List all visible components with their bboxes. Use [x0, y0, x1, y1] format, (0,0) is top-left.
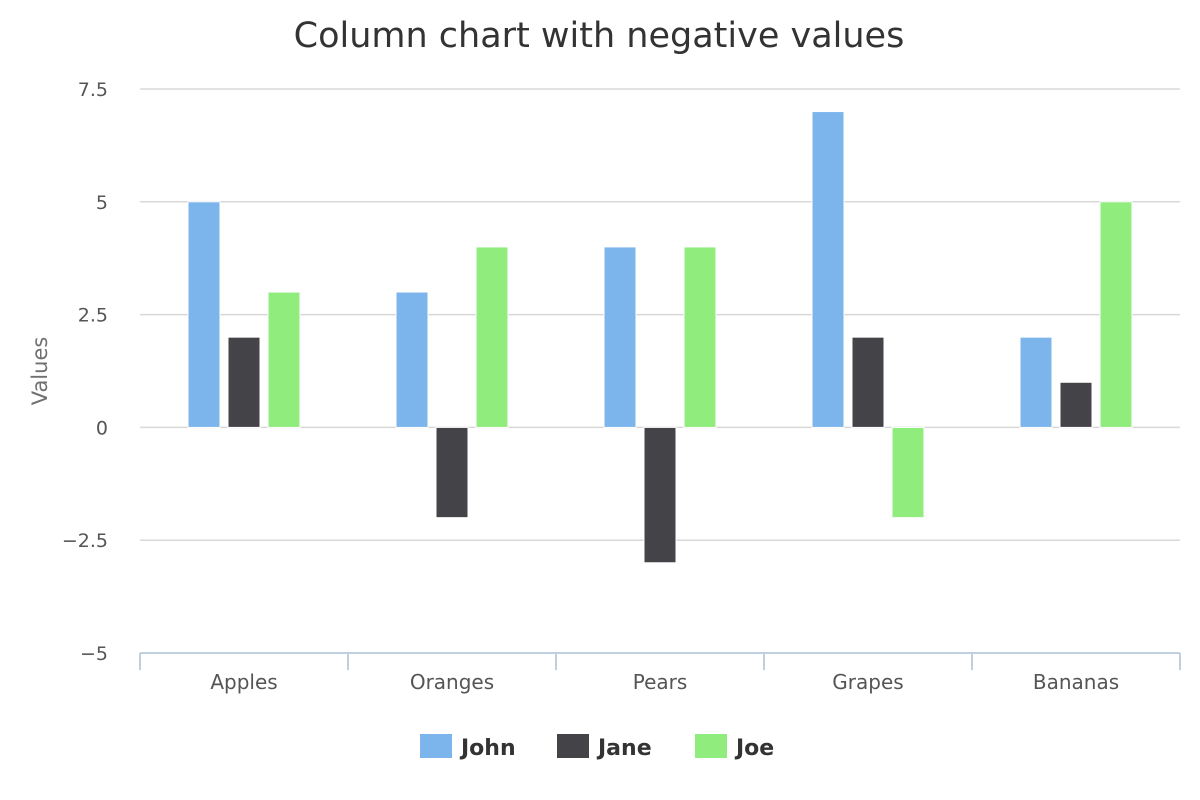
legend-item-joe[interactable]: Joe [695, 734, 774, 761]
bar-john-pears[interactable] [603, 246, 637, 428]
y-tick-label: 5 [96, 192, 108, 214]
x-tick-label: Apples [210, 670, 277, 694]
y-axis-label: Values [28, 337, 52, 406]
legend-item-jane[interactable]: Jane [557, 734, 652, 761]
bar-john-oranges[interactable] [395, 291, 429, 428]
legend: John Jane Joe [420, 734, 774, 761]
bar-joe-apples[interactable] [267, 291, 301, 428]
legend-label: Jane [596, 736, 652, 761]
gridlines [140, 88, 1180, 541]
y-tick-label: 7.5 [78, 79, 108, 101]
legend-label: Joe [734, 736, 774, 761]
legend-swatch [420, 734, 452, 758]
legend-swatch [695, 734, 727, 758]
x-tick-label: Oranges [410, 670, 494, 694]
legend-swatch [557, 734, 589, 758]
x-tick-label: Pears [633, 670, 688, 694]
chart-title: Column chart with negative values [294, 16, 905, 56]
y-axis-ticks: −5 −2.5 0 2.5 5 7.5 [62, 79, 108, 665]
y-tick-label: 0 [96, 417, 108, 439]
legend-label: John [459, 736, 516, 761]
bar-joe-grapes[interactable] [891, 426, 925, 519]
bars [187, 111, 1133, 564]
bar-joe-oranges[interactable] [475, 246, 509, 428]
bar-jane-oranges[interactable] [435, 426, 469, 519]
y-tick-label: −5 [80, 643, 108, 665]
bar-jane-apples[interactable] [227, 336, 261, 428]
bar-john-grapes[interactable] [811, 111, 845, 428]
x-tick-label: Grapes [832, 670, 903, 694]
bar-jane-grapes[interactable] [851, 336, 885, 428]
x-axis: Apples Oranges Pears Grapes Bananas [139, 652, 1181, 694]
bar-joe-pears[interactable] [683, 246, 717, 428]
bar-john-apples[interactable] [187, 201, 221, 428]
y-tick-label: −2.5 [62, 530, 108, 552]
bar-joe-bananas[interactable] [1099, 201, 1133, 428]
bar-jane-bananas[interactable] [1059, 381, 1093, 428]
bar-jane-pears[interactable] [643, 426, 677, 564]
bar-john-bananas[interactable] [1019, 336, 1053, 428]
y-tick-label: 2.5 [78, 305, 108, 327]
x-tick-label: Bananas [1033, 670, 1119, 694]
legend-item-john[interactable]: John [420, 734, 516, 761]
